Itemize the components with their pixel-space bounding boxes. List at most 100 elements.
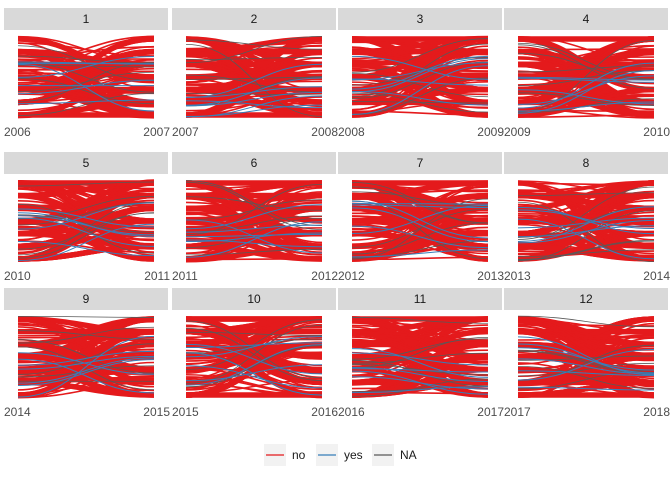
panel-strip (172, 152, 336, 174)
link-na (351, 352, 489, 364)
link-yes (17, 79, 155, 95)
link-yes (351, 386, 489, 394)
link-no (517, 222, 655, 237)
link-na (185, 324, 323, 384)
link-no (351, 321, 489, 358)
link-no (185, 68, 323, 76)
link-yes (185, 95, 323, 118)
link-yes (185, 336, 323, 358)
link-no (17, 181, 155, 224)
link-na (351, 77, 489, 116)
link-yes (17, 350, 155, 366)
link-na (17, 212, 155, 259)
link-no (351, 340, 489, 381)
x-tick-label-right: 2013 (477, 269, 504, 283)
link-na (351, 317, 489, 324)
link-yes (17, 212, 155, 237)
link-no (517, 342, 655, 367)
link-na (351, 240, 489, 259)
link-no (351, 256, 489, 261)
link-na (351, 378, 489, 397)
link-yes (351, 225, 489, 249)
link-no (185, 184, 323, 234)
link-yes (17, 63, 155, 112)
link-na (17, 203, 155, 254)
link-yes (185, 63, 323, 99)
panel-strip-label: 11 (414, 292, 427, 306)
link-yes (351, 55, 489, 90)
link-na (185, 93, 323, 96)
panel-strip-label: 5 (83, 156, 90, 170)
x-tick-label-left: 2011 (172, 269, 198, 283)
link-yes (517, 209, 655, 229)
link-yes (185, 91, 323, 107)
link-no (185, 324, 323, 389)
link-no (351, 206, 489, 237)
link-na (185, 345, 323, 388)
link-yes (351, 367, 489, 382)
legend-label: yes (344, 448, 363, 462)
x-tick-label-left: 2013 (504, 269, 531, 283)
link-na (351, 336, 489, 369)
x-tick-label-right: 2017 (477, 405, 504, 419)
link-yes (351, 249, 489, 258)
link-no (351, 355, 489, 390)
link-no (185, 215, 323, 237)
link-no (17, 188, 155, 247)
panel-strip-label: 2 (251, 12, 258, 26)
panel-strip-label: 9 (83, 292, 90, 306)
link-na (17, 346, 155, 391)
panel-6: 6 2011 2012 (172, 152, 338, 283)
panel-links (517, 180, 655, 263)
link-na (517, 249, 655, 257)
link-yes (517, 206, 655, 235)
link-yes (517, 101, 655, 112)
link-no (517, 383, 655, 396)
link-na (185, 215, 323, 233)
link-na (517, 98, 655, 114)
x-tick-label-left: 2006 (4, 125, 31, 139)
link-yes (351, 58, 489, 93)
link-na (17, 195, 155, 220)
legend-label: no (292, 448, 306, 462)
panel-7: 7 2012 2013 (338, 152, 504, 283)
link-no (185, 212, 323, 256)
link-no (17, 52, 155, 84)
link-no (517, 341, 655, 386)
link-na (517, 362, 655, 377)
x-tick-label-left: 2008 (338, 125, 365, 139)
x-tick-label-right: 2011 (144, 269, 170, 283)
link-no (351, 374, 489, 394)
link-yes (185, 232, 323, 243)
link-no (351, 184, 489, 193)
link-no (185, 187, 323, 258)
link-no (185, 80, 323, 85)
link-yes (17, 208, 155, 228)
link-na (351, 73, 489, 98)
panel-12: 12 2017 2018 (504, 288, 670, 419)
link-na (185, 35, 323, 64)
link-yes (517, 62, 655, 109)
link-na (517, 42, 655, 80)
link-yes (17, 55, 155, 78)
link-na (185, 319, 323, 370)
link-no (517, 44, 655, 64)
panel-strip-label: 1 (83, 12, 90, 26)
link-na (17, 55, 155, 64)
link-no (351, 110, 489, 116)
link-yes (517, 77, 655, 83)
link-no (351, 180, 489, 224)
link-no (185, 216, 323, 222)
panel-strip (4, 152, 168, 174)
link-na (351, 181, 489, 224)
panel-8: 8 2013 2014 (504, 152, 670, 283)
link-yes (351, 203, 489, 205)
link-no (351, 35, 489, 51)
panel-links (351, 35, 489, 118)
link-na (517, 315, 655, 328)
link-na (185, 338, 323, 354)
link-no (17, 331, 155, 391)
link-no (17, 68, 155, 73)
link-no (185, 329, 323, 367)
link-na (185, 331, 323, 336)
